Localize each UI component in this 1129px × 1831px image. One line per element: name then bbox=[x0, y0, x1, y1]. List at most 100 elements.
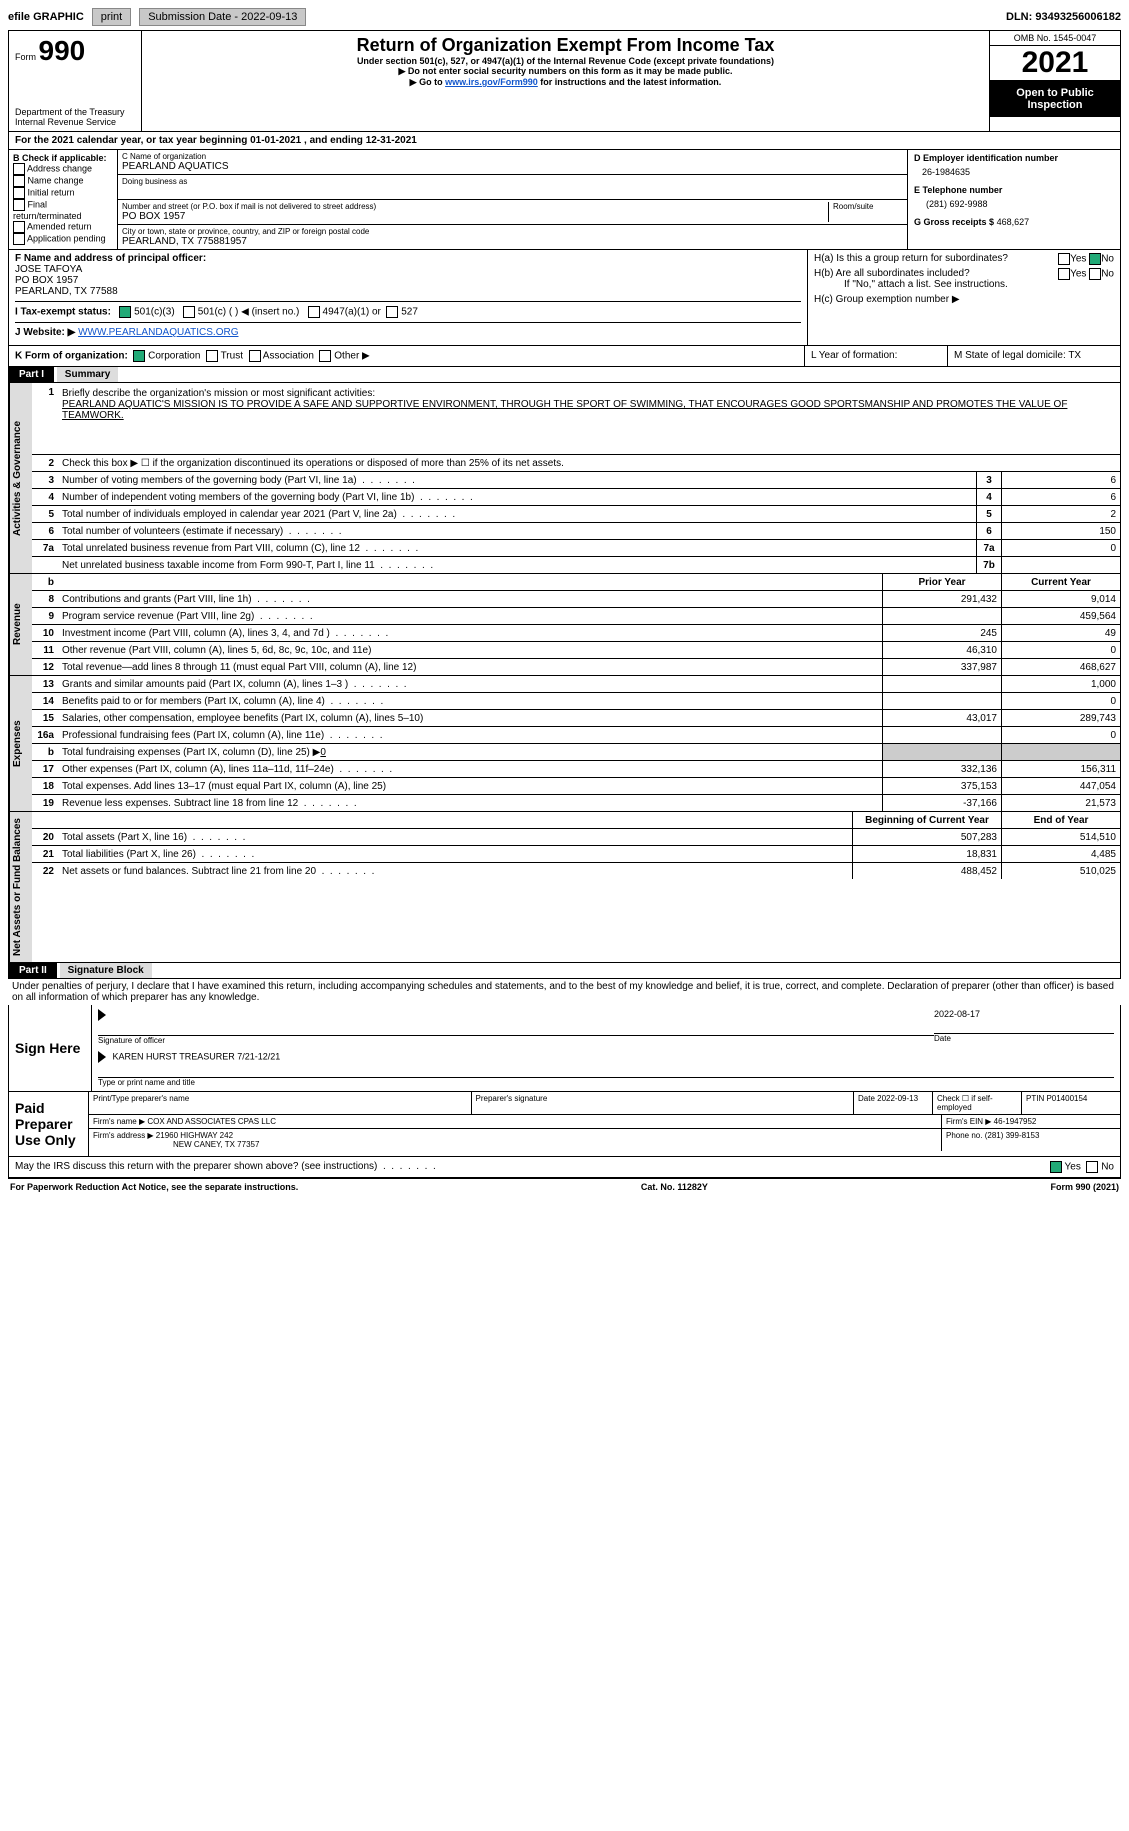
tab-revenue: Revenue bbox=[9, 574, 32, 675]
prep-selfemp: Check ☐ if self-employed bbox=[933, 1092, 1022, 1114]
c-name-label: C Name of organization bbox=[122, 152, 903, 161]
l-label: L Year of formation: bbox=[804, 346, 947, 366]
sig-name-label: Type or print name and title bbox=[98, 1077, 1114, 1087]
footer-left: For Paperwork Reduction Act Notice, see … bbox=[10, 1182, 298, 1192]
irs-link[interactable]: www.irs.gov/Form990 bbox=[445, 77, 538, 87]
form-word: Form bbox=[15, 52, 36, 62]
chk-527[interactable] bbox=[386, 306, 398, 318]
hb-label: H(b) Are all subordinates included? bbox=[814, 268, 970, 279]
top-toolbar: efile GRAPHIC print Submission Date - 20… bbox=[8, 8, 1121, 26]
f-label: F Name and address of principal officer: bbox=[15, 253, 801, 264]
part-ii-hdr: Part II bbox=[9, 963, 57, 978]
firm-addr1: Firm's address ▶ 21960 HIGHWAY 242 bbox=[93, 1131, 937, 1140]
line1-label: Briefly describe the organization's miss… bbox=[62, 388, 375, 399]
form-number: 990 bbox=[39, 35, 86, 66]
form-note-ssn: ▶ Do not enter social security numbers o… bbox=[150, 66, 981, 77]
org-addr: PO BOX 1957 bbox=[122, 211, 828, 222]
omb-label: OMB No. 1545-0047 bbox=[990, 31, 1120, 46]
org-name: PEARLAND AQUATICS bbox=[122, 161, 903, 172]
sig-date-val: 2022-08-17 bbox=[934, 1009, 980, 1019]
section-activities: Activities & Governance 1 Briefly descri… bbox=[8, 383, 1121, 574]
form-title: Return of Organization Exempt From Incom… bbox=[150, 35, 981, 56]
org-city: PEARLAND, TX 775881957 bbox=[122, 236, 903, 247]
chk-501c3[interactable] bbox=[119, 306, 131, 318]
sig-date-label: Date bbox=[934, 1033, 1114, 1043]
perjury-decl: Under penalties of perjury, I declare th… bbox=[8, 979, 1121, 1005]
dba-label: Doing business as bbox=[122, 177, 903, 186]
prep-ptin: PTIN P01400154 bbox=[1022, 1092, 1120, 1114]
chk-4947[interactable] bbox=[308, 306, 320, 318]
b-opt-1[interactable]: Name change bbox=[28, 175, 84, 185]
hdr-end: End of Year bbox=[1001, 812, 1120, 828]
mission-text: PEARLAND AQUATIC'S MISSION IS TO PROVIDE… bbox=[62, 399, 1118, 421]
b-opt-4[interactable]: Amended return bbox=[27, 221, 92, 231]
hdr-prior: Prior Year bbox=[882, 574, 1001, 590]
officer-addr2: PEARLAND, TX 77588 bbox=[15, 286, 801, 297]
sign-here-label: Sign Here bbox=[9, 1005, 92, 1091]
officer-addr1: PO BOX 1957 bbox=[15, 275, 801, 286]
i-label: I Tax-exempt status: bbox=[15, 307, 111, 318]
firm-name: Firm's name ▶ COX AND ASSOCIATES CPAS LL… bbox=[89, 1115, 942, 1128]
prep-date: Date 2022-09-13 bbox=[854, 1092, 933, 1114]
discuss-no-chk[interactable] bbox=[1086, 1161, 1098, 1173]
b-label: B Check if applicable: bbox=[13, 153, 113, 163]
firm-ein: Firm's EIN ▶ 46-1947952 bbox=[942, 1115, 1120, 1128]
goto-post: for instructions and the latest informat… bbox=[538, 77, 722, 87]
klm-row: K Form of organization: Corporation Trus… bbox=[8, 346, 1121, 367]
part-ii-title: Signature Block bbox=[60, 963, 152, 978]
b-opt-0[interactable]: Address change bbox=[27, 163, 92, 173]
part-i-hdr: Part I bbox=[9, 367, 54, 382]
ha-label: H(a) Is this a group return for subordin… bbox=[814, 253, 1008, 264]
firm-phone: Phone no. (281) 399-8153 bbox=[942, 1129, 1120, 1151]
j-label: J Website: ▶ bbox=[15, 327, 75, 338]
g-label: G Gross receipts $ bbox=[914, 217, 994, 227]
chk-501c[interactable] bbox=[183, 306, 195, 318]
efile-label: efile GRAPHIC bbox=[8, 11, 84, 23]
page-footer: For Paperwork Reduction Act Notice, see … bbox=[8, 1179, 1121, 1195]
discuss-row: May the IRS discuss this return with the… bbox=[8, 1157, 1121, 1179]
line5: Total number of individuals employed in … bbox=[60, 508, 976, 521]
paid-preparer-block: Paid Preparer Use Only Print/Type prepar… bbox=[8, 1092, 1121, 1157]
discuss-q: May the IRS discuss this return with the… bbox=[9, 1157, 968, 1177]
b-opt-2[interactable]: Initial return bbox=[28, 187, 75, 197]
line7b: Net unrelated business taxable income fr… bbox=[60, 559, 976, 572]
k-label: K Form of organization: bbox=[15, 351, 128, 362]
line4: Number of independent voting members of … bbox=[60, 491, 976, 504]
footer-right: Form 990 (2021) bbox=[1050, 1182, 1119, 1192]
entity-block: B Check if applicable: Address change Na… bbox=[8, 150, 1121, 250]
goto-pre: ▶ Go to bbox=[410, 77, 445, 87]
line3: Number of voting members of the governin… bbox=[60, 474, 976, 487]
line-a-cal-year: For the 2021 calendar year, or tax year … bbox=[8, 132, 1121, 150]
sig-name-val: KAREN HURST TREASURER 7/21-12/21 bbox=[113, 1051, 281, 1061]
city-label: City or town, state or province, country… bbox=[122, 227, 903, 236]
e-label: E Telephone number bbox=[914, 185, 1114, 195]
paid-preparer-label: Paid Preparer Use Only bbox=[9, 1092, 89, 1156]
tab-expenses: Expenses bbox=[9, 676, 32, 811]
d-label: D Employer identification number bbox=[914, 153, 1114, 163]
discuss-yes-chk[interactable] bbox=[1050, 1161, 1062, 1173]
line6: Total number of volunteers (estimate if … bbox=[60, 525, 976, 538]
tab-netassets: Net Assets or Fund Balances bbox=[9, 812, 32, 962]
open-public-1: Open to Public bbox=[992, 87, 1118, 99]
hc-label: H(c) Group exemption number ▶ bbox=[814, 294, 1114, 305]
officer-block: F Name and address of principal officer:… bbox=[8, 250, 1121, 346]
b-opt-5[interactable]: Application pending bbox=[27, 233, 106, 243]
sig-officer-label: Signature of officer bbox=[98, 1035, 934, 1045]
tab-activities: Activities & Governance bbox=[9, 383, 32, 573]
hdr-curr: Current Year bbox=[1001, 574, 1120, 590]
submission-date-button[interactable]: Submission Date - 2022-09-13 bbox=[139, 8, 306, 26]
fundraising-val: 0 bbox=[320, 747, 326, 758]
gross-receipts: 468,627 bbox=[997, 217, 1030, 227]
triangle-icon bbox=[98, 1009, 106, 1021]
dln-label: DLN: 93493256006182 bbox=[1006, 11, 1121, 23]
line7a: Total unrelated business revenue from Pa… bbox=[60, 542, 976, 555]
prep-sig-label: Preparer's signature bbox=[472, 1092, 855, 1114]
m-label: M State of legal domicile: TX bbox=[947, 346, 1120, 366]
line2: Check this box ▶ ☐ if the organization d… bbox=[60, 457, 1120, 470]
addr-label: Number and street (or P.O. box if mail i… bbox=[122, 202, 828, 211]
sign-here-block: Sign Here Signature of officer 2022-08-1… bbox=[8, 1005, 1121, 1092]
officer-name: JOSE TAFOYA bbox=[15, 264, 801, 275]
website-link[interactable]: WWW.PEARLANDAQUATICS.ORG bbox=[78, 327, 238, 338]
print-button[interactable]: print bbox=[92, 8, 131, 26]
section-revenue: Revenue bPrior YearCurrent Year 8Contrib… bbox=[8, 574, 1121, 676]
